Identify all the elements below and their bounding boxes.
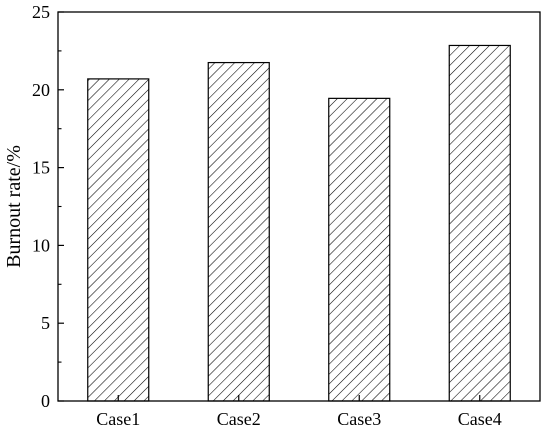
y-tick-label: 5 xyxy=(41,313,50,333)
y-tick-label: 25 xyxy=(32,2,50,22)
bar-case2 xyxy=(207,61,270,402)
bar-case1 xyxy=(87,78,150,402)
bar-case3 xyxy=(328,97,391,402)
bars-group xyxy=(87,44,511,402)
y-tick-label: 10 xyxy=(32,235,50,255)
x-tick-label-case4: Case4 xyxy=(458,409,502,429)
y-tick-label: 15 xyxy=(32,158,50,178)
x-tick-label-case1: Case1 xyxy=(96,409,140,429)
bar-case4 xyxy=(448,44,511,402)
ticks-group xyxy=(58,11,481,402)
x-tick-label-case2: Case2 xyxy=(217,409,261,429)
y-tick-label: 0 xyxy=(41,391,50,411)
labels-group: 0 5 10 15 20 25 Case1 Case2 Case3 Case4 xyxy=(32,2,502,429)
y-axis-title: Burnout rate/% xyxy=(3,145,25,268)
x-tick-label-case3: Case3 xyxy=(337,409,381,429)
y-tick-label: 20 xyxy=(32,80,50,100)
